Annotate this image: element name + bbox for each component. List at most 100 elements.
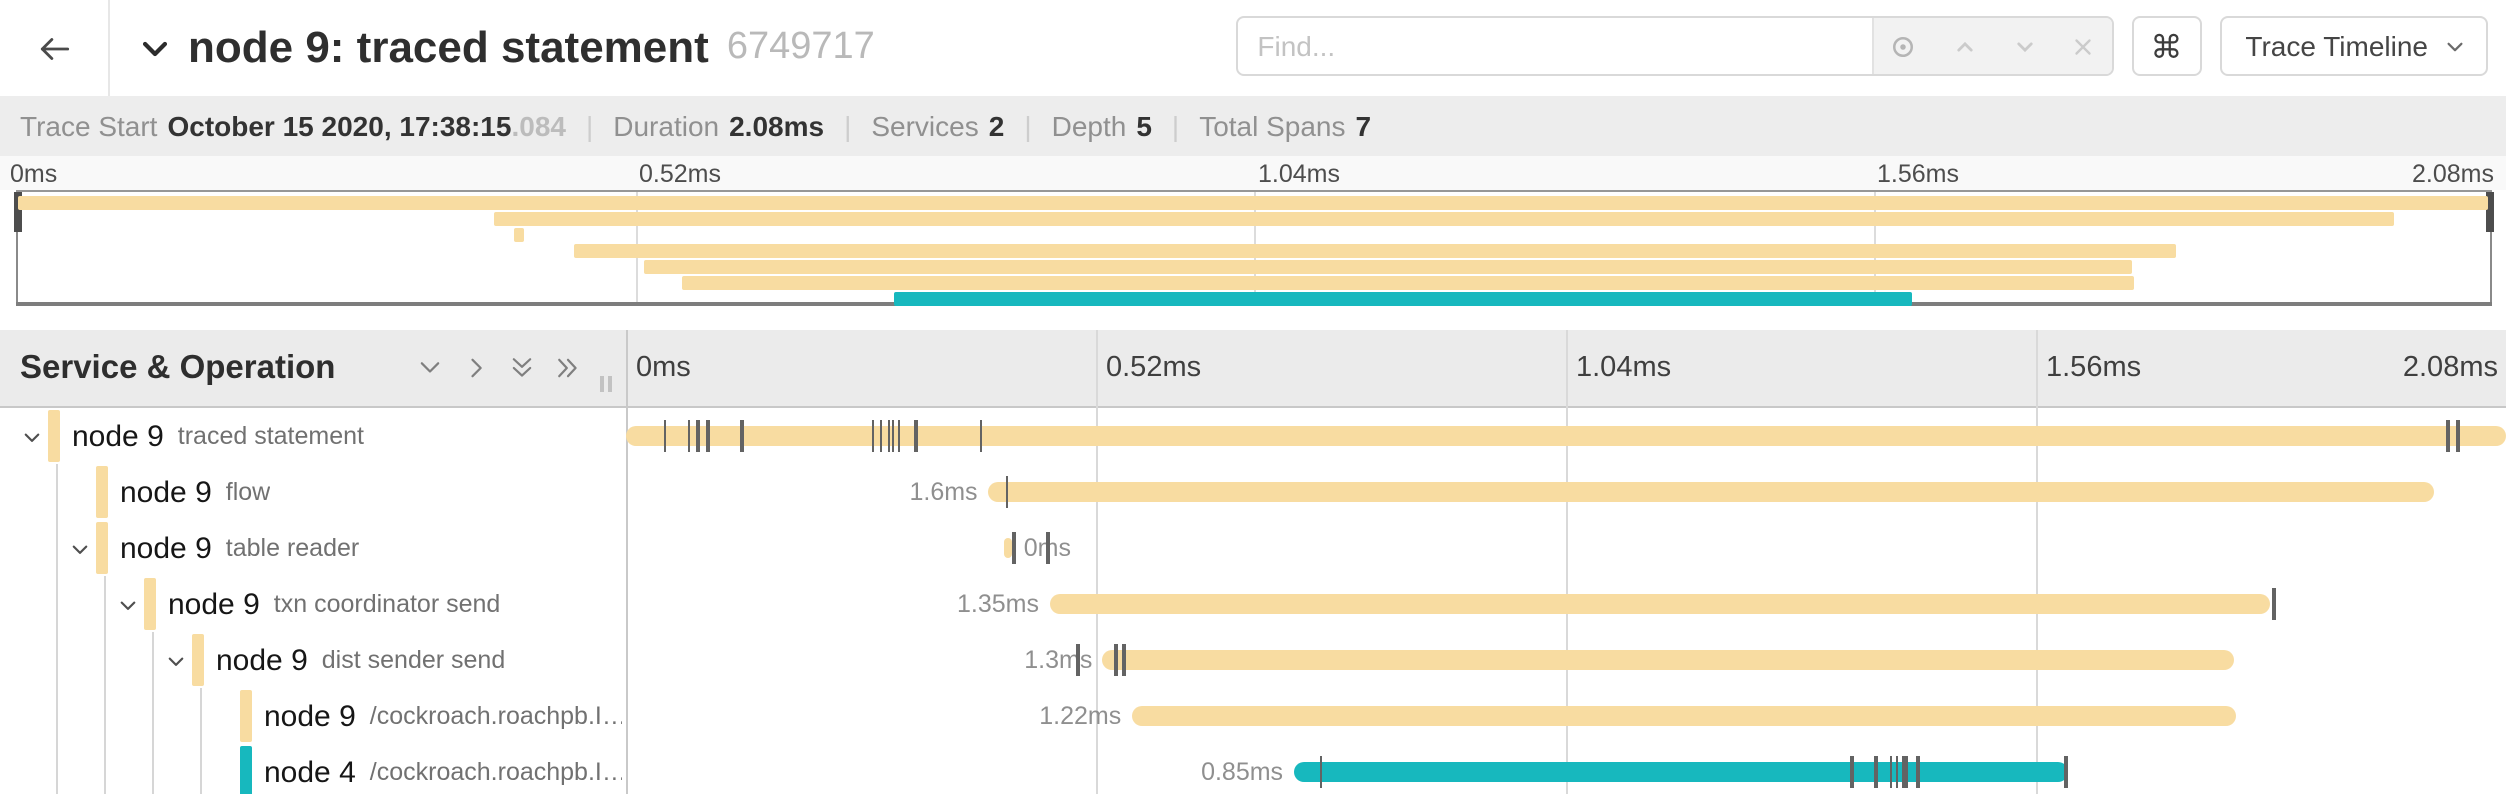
span-expand-toggle[interactable] — [70, 539, 90, 559]
log-event-tick[interactable] — [891, 420, 895, 452]
expand-one-icon chevron-right-icon[interactable] — [462, 354, 490, 382]
log-event-tick[interactable] — [1850, 756, 1854, 788]
span-row[interactable]: node 9 dist sender send 1.3ms — [0, 632, 2506, 688]
timeline-gridline — [1566, 330, 1568, 794]
log-event-tick[interactable] — [914, 420, 918, 452]
timeline-axis-tick: 2.08ms — [2402, 352, 2498, 384]
service-name: node 9 — [120, 475, 212, 509]
summary-divider: | — [844, 110, 852, 142]
log-event-tick[interactable] — [1114, 644, 1118, 676]
log-event-tick[interactable] — [897, 420, 901, 452]
span-name-cell[interactable]: node 9 table reader — [120, 520, 359, 576]
log-event-tick[interactable] — [663, 420, 667, 452]
tree-guide-line — [55, 688, 57, 744]
span-name-cell[interactable]: node 9 txn coordinator send — [168, 576, 500, 632]
log-event-tick[interactable] — [706, 420, 710, 452]
span-name-cell[interactable]: node 4/cockroach.roachpb.I… — [264, 744, 622, 794]
log-event-tick[interactable] — [687, 420, 691, 452]
span-duration-bar[interactable] — [1102, 650, 2235, 670]
collapse-one-icon chevron-down-icon[interactable] — [416, 354, 444, 382]
view-selector-dropdown[interactable]: Trace Timeline — [2219, 16, 2488, 76]
span-duration-bar[interactable] — [987, 482, 2434, 502]
clear-search-icon[interactable] — [2070, 33, 2096, 59]
span-name-cell[interactable]: node 9 dist sender send — [216, 632, 505, 688]
summary-divider: | — [1171, 110, 1180, 142]
timeline-axis-tick: 1.04ms — [1576, 352, 1672, 384]
timeline-axis-tick: 1.56ms — [2046, 352, 2142, 384]
operation-name: table reader — [225, 534, 360, 562]
locate-icon[interactable] — [1889, 31, 1919, 61]
chevron-down-icon — [24, 432, 40, 441]
span-row[interactable]: node 9 flow 1.6ms — [0, 464, 2506, 520]
service-operation-heading: Service & Operation — [20, 350, 336, 386]
span-name-cell[interactable]: node 9 flow — [120, 464, 270, 520]
span-row[interactable]: node 9 traced statement — [0, 408, 2506, 464]
log-event-tick[interactable] — [740, 420, 744, 452]
log-event-tick[interactable] — [2064, 756, 2067, 788]
log-event-tick[interactable] — [1874, 756, 1878, 788]
log-event-tick[interactable] — [887, 420, 891, 452]
span-name-cell[interactable]: node 9 traced statement — [72, 408, 364, 464]
span-duration-bar[interactable] — [1131, 706, 2237, 726]
operation-name: txn coordinator send — [273, 590, 501, 618]
keyboard-shortcuts-button[interactable]: ⌘ — [2131, 16, 2202, 76]
span-row[interactable]: node 4/cockroach.roachpb.I… 0.85ms — [0, 744, 2506, 794]
trace-summary-bar: Trace Start October 15 2020, 17:38:15.084… — [0, 96, 2506, 156]
log-event-tick[interactable] — [1012, 532, 1016, 564]
log-event-tick[interactable] — [979, 420, 983, 452]
log-event-tick[interactable] — [2446, 420, 2450, 452]
span-duration-label: 1.22ms — [1039, 702, 1122, 730]
chevron-down-icon — [72, 544, 88, 553]
span-row[interactable]: node 9 txn coordinator send 1.35ms — [0, 576, 2506, 632]
log-event-tick[interactable] — [879, 420, 883, 452]
column-divider[interactable] — [626, 330, 628, 794]
find-input[interactable] — [1237, 18, 1872, 74]
minimap-axis-tick: 0.52ms — [639, 160, 721, 188]
prev-result-icon[interactable] — [1949, 31, 1979, 61]
next-result-icon[interactable] — [2010, 31, 2040, 61]
tree-guide-line — [151, 688, 153, 744]
span-row[interactable]: node 9/cockroach.roachpb.I… 1.22ms — [0, 688, 2506, 744]
log-event-tick[interactable] — [1005, 476, 1009, 508]
tree-guide-line — [55, 744, 57, 794]
column-resizer-handle[interactable] — [600, 376, 611, 392]
back-button[interactable] — [0, 0, 110, 96]
log-event-tick[interactable] — [696, 420, 700, 452]
chevron-down-icon — [142, 40, 168, 56]
minimap-span-bar — [18, 195, 2488, 209]
minimap-left-edge — [16, 192, 18, 302]
log-event-tick[interactable] — [2272, 588, 2276, 620]
summary-value: 2.08ms — [729, 110, 825, 142]
collapse-all-icon double-chevron-down-icon[interactable] — [508, 354, 536, 382]
expand-all-icon double-chevron-right-icon[interactable] — [554, 354, 582, 382]
span-expand-toggle[interactable] — [22, 427, 42, 447]
log-event-tick[interactable] — [1889, 756, 1893, 788]
log-event-tick[interactable] — [1904, 756, 1908, 788]
expand-collapse-controls — [416, 354, 582, 382]
summary-divider: | — [585, 110, 594, 142]
log-event-tick[interactable] — [1901, 756, 1905, 788]
operation-name: flow — [225, 478, 271, 506]
log-event-tick[interactable] — [1319, 756, 1323, 788]
span-expand-toggle[interactable] — [118, 595, 138, 615]
minimap-canvas[interactable] — [13, 190, 2493, 306]
span-name-cell[interactable]: node 9/cockroach.roachpb.I… — [264, 688, 622, 744]
span-duration-bar[interactable] — [1003, 538, 1012, 558]
log-event-tick[interactable] — [1046, 532, 1050, 564]
log-event-tick[interactable] — [1122, 644, 1126, 676]
log-event-tick[interactable] — [871, 420, 875, 452]
span-duration-bar[interactable] — [1293, 762, 2068, 782]
span-duration-bar[interactable] — [626, 426, 2506, 446]
log-event-tick[interactable] — [1895, 756, 1899, 788]
trace-header-collapse-toggle[interactable] — [138, 31, 172, 65]
minimap-right-scrubber-handle[interactable] — [2485, 192, 2493, 232]
log-event-tick[interactable] — [1076, 644, 1080, 676]
span-expand-toggle[interactable] — [166, 651, 186, 671]
tree-guide-line — [151, 632, 153, 688]
log-event-tick[interactable] — [1916, 756, 1920, 788]
minimap-left-scrubber-handle[interactable] — [13, 192, 21, 232]
span-duration-bar[interactable] — [1049, 594, 2270, 614]
log-event-tick[interactable] — [2456, 420, 2460, 452]
